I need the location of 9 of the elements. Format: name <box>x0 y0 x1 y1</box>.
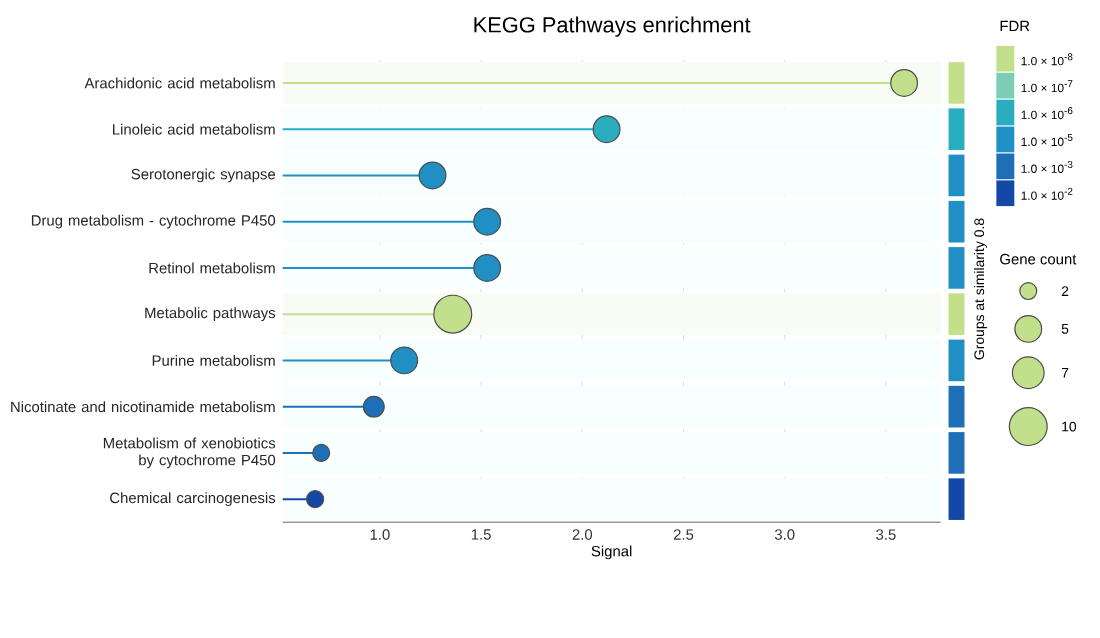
point <box>312 443 331 463</box>
point <box>473 254 502 282</box>
point <box>592 115 621 144</box>
point <box>306 490 325 509</box>
point <box>473 207 502 236</box>
chart-title: KEGG Pathways enrichment <box>474 16 751 37</box>
point <box>418 161 447 190</box>
point <box>362 395 385 418</box>
point <box>390 346 419 375</box>
